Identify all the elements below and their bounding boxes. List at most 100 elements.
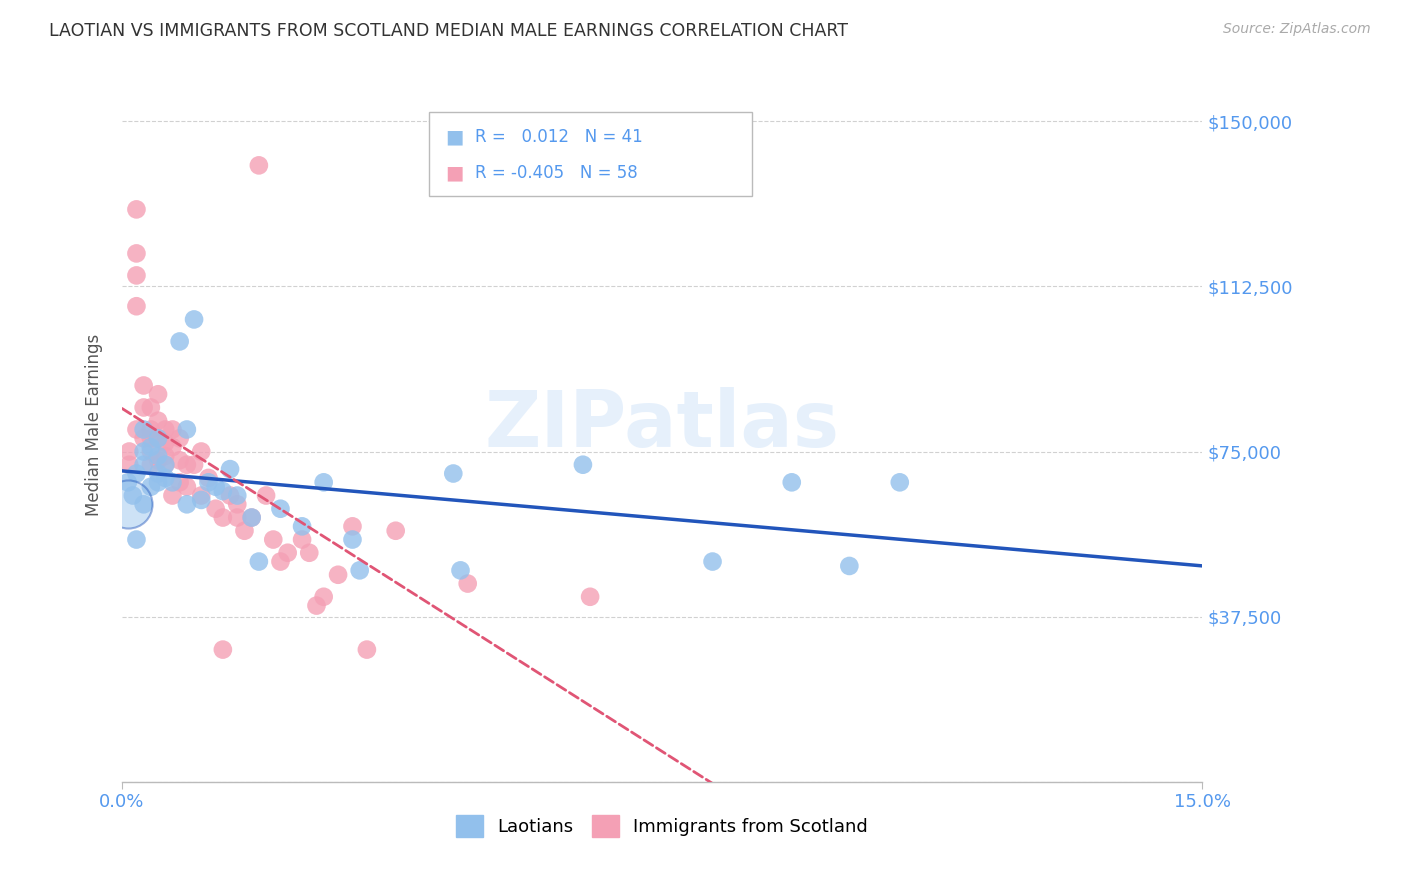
Point <box>139 480 162 494</box>
Point <box>125 268 148 283</box>
Point <box>132 431 155 445</box>
Point <box>155 449 177 463</box>
Point <box>219 489 242 503</box>
Point <box>176 497 198 511</box>
Point <box>125 202 148 217</box>
Point <box>269 501 291 516</box>
Point <box>190 489 212 503</box>
Point <box>240 510 263 524</box>
Point <box>146 467 169 481</box>
Point <box>162 440 184 454</box>
Point <box>277 546 299 560</box>
Point <box>169 453 191 467</box>
Point <box>139 444 162 458</box>
Point <box>169 334 191 349</box>
Point <box>139 422 162 436</box>
Point <box>139 401 162 415</box>
Point <box>139 458 162 472</box>
Point <box>183 458 205 472</box>
Point <box>889 475 911 490</box>
Point <box>139 440 162 454</box>
Point <box>146 431 169 445</box>
Point <box>125 246 148 260</box>
Point <box>702 555 724 569</box>
Point <box>312 475 335 490</box>
Point <box>342 519 364 533</box>
Point <box>155 458 177 472</box>
Point <box>146 449 169 463</box>
Point <box>125 533 148 547</box>
Point <box>342 533 364 547</box>
Point <box>441 467 464 481</box>
Point <box>212 642 235 657</box>
Point <box>384 524 406 538</box>
Point <box>312 590 335 604</box>
Point <box>121 489 143 503</box>
Point <box>204 501 226 516</box>
Point <box>125 422 148 436</box>
Point <box>212 510 235 524</box>
Point <box>572 458 595 472</box>
Point <box>132 497 155 511</box>
Point <box>146 453 169 467</box>
Point <box>269 555 291 569</box>
Point <box>132 444 155 458</box>
Point <box>226 489 249 503</box>
Point <box>176 480 198 494</box>
Point <box>132 378 155 392</box>
Text: ZIPatlas: ZIPatlas <box>485 387 839 463</box>
Point <box>125 467 148 481</box>
Point <box>169 431 191 445</box>
Point <box>780 475 803 490</box>
Point <box>169 475 191 490</box>
Point <box>197 475 219 490</box>
Text: ■: ■ <box>446 163 464 182</box>
Point <box>162 475 184 490</box>
Point <box>579 590 602 604</box>
Point <box>838 558 860 573</box>
Point <box>219 462 242 476</box>
Point <box>155 471 177 485</box>
Point <box>155 422 177 436</box>
Point <box>183 312 205 326</box>
Point <box>117 497 139 511</box>
Point <box>176 422 198 436</box>
Point <box>305 599 328 613</box>
Point <box>146 414 169 428</box>
Text: LAOTIAN VS IMMIGRANTS FROM SCOTLAND MEDIAN MALE EARNINGS CORRELATION CHART: LAOTIAN VS IMMIGRANTS FROM SCOTLAND MEDI… <box>49 22 848 40</box>
Text: ■: ■ <box>446 128 464 146</box>
Point <box>356 642 378 657</box>
Point <box>146 431 169 445</box>
Point <box>247 555 270 569</box>
Point <box>291 519 314 533</box>
Point <box>146 387 169 401</box>
Point <box>204 480 226 494</box>
Legend: Laotians, Immigrants from Scotland: Laotians, Immigrants from Scotland <box>449 807 876 844</box>
Point <box>212 484 235 499</box>
Text: R =   0.012   N = 41: R = 0.012 N = 41 <box>475 128 643 146</box>
Text: Source: ZipAtlas.com: Source: ZipAtlas.com <box>1223 22 1371 37</box>
Point <box>291 533 314 547</box>
Point <box>146 475 169 490</box>
Point <box>162 422 184 436</box>
Point <box>132 401 155 415</box>
Text: R = -0.405   N = 58: R = -0.405 N = 58 <box>475 163 638 181</box>
Point <box>450 563 472 577</box>
Point <box>117 475 139 490</box>
Point <box>190 444 212 458</box>
Point <box>326 567 349 582</box>
Point <box>132 422 155 436</box>
Point <box>226 497 249 511</box>
Point <box>197 471 219 485</box>
Point <box>132 458 155 472</box>
Point <box>254 489 277 503</box>
Point <box>190 492 212 507</box>
Point <box>118 458 141 472</box>
Point <box>176 458 198 472</box>
Point <box>155 458 177 472</box>
Point <box>457 576 479 591</box>
Point <box>298 546 321 560</box>
Y-axis label: Median Male Earnings: Median Male Earnings <box>86 334 103 516</box>
Point <box>226 510 249 524</box>
Point <box>240 510 263 524</box>
